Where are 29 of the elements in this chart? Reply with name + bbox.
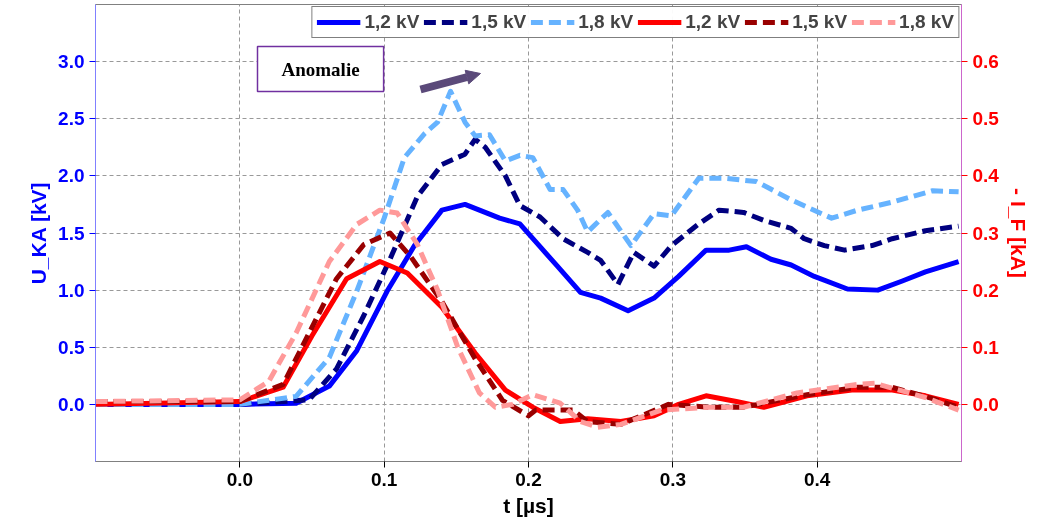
y2-tick-label: 0.1 [972,336,1000,358]
legend-label: 1,2 kV [364,11,420,33]
y2-tick-label: 0.5 [972,108,1000,130]
legend-label: 1,8 kV [899,11,954,33]
x-tick-label: 0.4 [803,468,831,490]
y-tick-label: 3.0 [58,51,85,73]
legend-label: 1,2 kV [685,11,741,33]
x-tick-label: 0.2 [515,468,542,490]
y2-tick-label: 0.3 [972,222,999,244]
y2-tick-label: 0.2 [972,279,999,301]
x-tick-label: 0.3 [659,468,687,490]
y2-tick-label: 0.6 [972,51,999,73]
x-tick-label: 0.0 [226,468,254,490]
y-tick-label: 2.0 [58,165,85,187]
y-tick-label: 1.5 [58,222,85,244]
legend-label: 1,5 kV [792,11,848,33]
y2-tick-label: 0.0 [972,393,999,415]
y2-axis-title: - I_F [kA] [1006,188,1030,278]
y-axis-title: U_KA [kV] [27,182,51,285]
y-tick-label: 2.5 [58,108,85,130]
y-tick-label: 1.0 [58,279,85,301]
legend-label: 1,8 kV [578,11,634,33]
annotation: Anomalie [281,58,360,80]
x-tick-label: 0.1 [370,468,398,490]
y-tick-label: 0.5 [58,336,85,358]
y-tick-label: 0.0 [58,393,85,415]
legend-label: 1,5 kV [471,11,527,33]
y2-tick-label: 0.4 [972,165,1000,187]
x-axis-title: t [µs] [503,493,554,517]
